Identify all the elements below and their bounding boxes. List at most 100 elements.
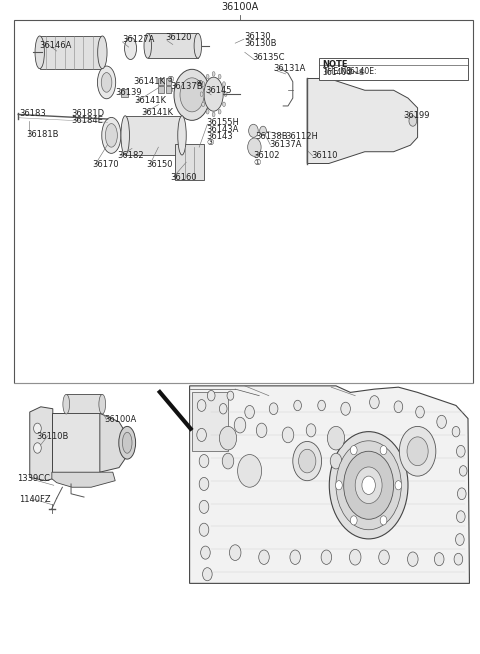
Ellipse shape bbox=[97, 66, 116, 99]
Text: 36143A: 36143A bbox=[206, 125, 239, 134]
Ellipse shape bbox=[35, 36, 44, 69]
Bar bbox=[121, 89, 128, 97]
Text: 36183: 36183 bbox=[19, 109, 46, 118]
Ellipse shape bbox=[63, 394, 70, 414]
Bar bbox=[148, 33, 198, 58]
Text: 36110B: 36110B bbox=[36, 432, 68, 441]
Text: 36199: 36199 bbox=[403, 111, 430, 120]
Circle shape bbox=[336, 481, 342, 490]
Circle shape bbox=[34, 423, 41, 434]
Ellipse shape bbox=[102, 117, 121, 153]
Circle shape bbox=[256, 423, 267, 438]
Circle shape bbox=[336, 441, 401, 530]
Circle shape bbox=[341, 402, 350, 415]
Bar bbox=[40, 36, 102, 69]
Ellipse shape bbox=[106, 124, 117, 147]
Circle shape bbox=[409, 116, 417, 126]
Text: ①~⑤: ①~⑤ bbox=[346, 67, 366, 77]
Ellipse shape bbox=[223, 82, 226, 86]
Text: 36140E:: 36140E: bbox=[346, 67, 377, 77]
Text: ①: ① bbox=[253, 158, 261, 167]
Circle shape bbox=[238, 455, 262, 487]
Polygon shape bbox=[100, 413, 127, 472]
Text: 36150: 36150 bbox=[146, 160, 173, 169]
Bar bbox=[158, 86, 164, 93]
Circle shape bbox=[259, 550, 269, 564]
Polygon shape bbox=[52, 472, 115, 487]
Circle shape bbox=[219, 426, 237, 450]
Text: 36143: 36143 bbox=[206, 131, 233, 141]
Ellipse shape bbox=[125, 37, 136, 60]
Ellipse shape bbox=[119, 426, 136, 459]
Text: 36141K: 36141K bbox=[133, 77, 166, 86]
Circle shape bbox=[290, 550, 300, 564]
Ellipse shape bbox=[204, 77, 223, 111]
Circle shape bbox=[329, 432, 408, 539]
Text: 36130: 36130 bbox=[244, 32, 270, 41]
Circle shape bbox=[407, 437, 428, 466]
Circle shape bbox=[437, 415, 446, 428]
Circle shape bbox=[434, 553, 444, 566]
Circle shape bbox=[318, 400, 325, 411]
Ellipse shape bbox=[174, 69, 210, 120]
Circle shape bbox=[197, 400, 206, 411]
Ellipse shape bbox=[200, 92, 203, 97]
Text: 36102: 36102 bbox=[253, 151, 279, 160]
Text: 36130B: 36130B bbox=[244, 39, 276, 48]
Circle shape bbox=[370, 396, 379, 409]
Ellipse shape bbox=[194, 33, 202, 58]
Circle shape bbox=[355, 467, 382, 504]
Ellipse shape bbox=[178, 116, 186, 155]
Ellipse shape bbox=[249, 124, 258, 137]
Circle shape bbox=[306, 424, 316, 437]
Ellipse shape bbox=[144, 33, 152, 58]
Text: 36181B: 36181B bbox=[26, 129, 59, 139]
Ellipse shape bbox=[224, 92, 227, 97]
Circle shape bbox=[380, 516, 387, 525]
Circle shape bbox=[380, 445, 387, 455]
Ellipse shape bbox=[101, 73, 112, 92]
Text: 36141K: 36141K bbox=[134, 96, 167, 105]
Text: 36139: 36139 bbox=[115, 88, 142, 97]
Text: 36112H: 36112H bbox=[286, 131, 318, 141]
Text: ⑤: ⑤ bbox=[167, 75, 174, 84]
Circle shape bbox=[394, 401, 403, 413]
Circle shape bbox=[349, 549, 361, 565]
Text: THE NO.: THE NO. bbox=[323, 67, 354, 77]
Text: 36182: 36182 bbox=[118, 151, 144, 160]
Circle shape bbox=[282, 427, 294, 443]
Circle shape bbox=[222, 453, 234, 469]
Bar bbox=[125, 116, 182, 155]
Circle shape bbox=[299, 449, 316, 473]
Circle shape bbox=[459, 466, 467, 476]
Circle shape bbox=[362, 476, 375, 494]
Circle shape bbox=[199, 500, 209, 513]
Bar bbox=[14, 20, 473, 383]
Circle shape bbox=[219, 404, 227, 414]
Circle shape bbox=[408, 552, 418, 566]
Ellipse shape bbox=[248, 138, 261, 156]
Text: 36120: 36120 bbox=[166, 33, 192, 43]
Circle shape bbox=[395, 481, 402, 490]
Ellipse shape bbox=[212, 112, 215, 116]
Bar bbox=[319, 58, 468, 80]
Text: ③: ③ bbox=[206, 138, 214, 147]
Ellipse shape bbox=[212, 72, 215, 77]
Text: 36141K: 36141K bbox=[142, 108, 174, 117]
Circle shape bbox=[229, 545, 241, 560]
Polygon shape bbox=[307, 78, 418, 164]
Text: 36160: 36160 bbox=[170, 173, 197, 182]
Circle shape bbox=[227, 391, 234, 400]
Circle shape bbox=[456, 511, 465, 523]
Circle shape bbox=[379, 550, 389, 564]
Ellipse shape bbox=[206, 109, 209, 114]
Circle shape bbox=[293, 441, 322, 481]
Text: 36110: 36110 bbox=[311, 151, 337, 160]
Text: 36127A: 36127A bbox=[122, 35, 155, 44]
Bar bbox=[52, 413, 100, 472]
Circle shape bbox=[457, 488, 466, 500]
Circle shape bbox=[330, 453, 342, 469]
Circle shape bbox=[456, 534, 464, 545]
Ellipse shape bbox=[121, 116, 130, 155]
Polygon shape bbox=[30, 407, 53, 481]
